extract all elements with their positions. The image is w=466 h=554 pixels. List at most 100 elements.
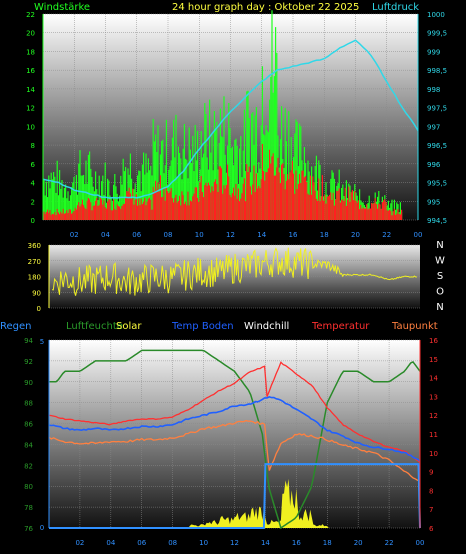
compass-label: S	[437, 271, 443, 282]
y-tick-label: 18	[26, 48, 35, 56]
x-tick-label: 00	[416, 539, 425, 547]
y-tick-label: 14	[26, 86, 35, 94]
x-tick-label: 04	[101, 231, 110, 239]
humidity-tick-label: 90	[24, 379, 33, 387]
temperature-line	[48, 361, 421, 463]
y2-tick-label: 996,5	[427, 142, 447, 150]
compass-label: W	[435, 256, 445, 267]
temp-tick-label: 16	[429, 337, 438, 345]
y-tick-label: 4	[31, 180, 36, 188]
x-tick-label: 04	[106, 539, 115, 547]
y2-tick-label: 995	[427, 198, 440, 206]
y-tick-label: 10	[26, 123, 35, 131]
y-tick-label: 360	[28, 242, 41, 250]
y-tick-label: 8	[31, 142, 35, 150]
x-tick-label: 20	[354, 539, 363, 547]
plot3: 7678808284868890929467891011121314151650…	[24, 337, 438, 547]
x-tick-label: 20	[351, 231, 360, 239]
y-tick-label: 270	[28, 258, 41, 266]
humidity-tick-label: 82	[24, 462, 33, 470]
compass-label: N	[436, 302, 443, 313]
y-tick-label: 20	[26, 30, 35, 38]
y2-tick-label: 996	[427, 161, 441, 169]
y2-tick-label: 998,5	[427, 67, 447, 75]
temp-tick-label: 7	[429, 506, 433, 514]
pressure-axis-label: Luftdruck	[372, 2, 419, 13]
temp-tick-label: 8	[429, 487, 433, 495]
x-tick-label: 10	[199, 539, 208, 547]
humidity-line	[49, 349, 421, 530]
rain-line	[49, 463, 421, 529]
ground-temp-line	[48, 396, 421, 462]
y2-tick-label: 999,5	[427, 30, 447, 38]
x-tick-label: 18	[323, 539, 332, 547]
y2-tick-label: 997,5	[427, 105, 447, 113]
humidity-tick-label: 78	[24, 504, 33, 512]
solar-area	[49, 478, 420, 528]
x-tick-label: 10	[195, 231, 204, 239]
y-tick-label: 180	[28, 274, 41, 282]
x-tick-label: 16	[289, 231, 298, 239]
y-tick-label: 12	[26, 105, 35, 113]
rain-tick-label: 5	[40, 338, 44, 346]
y2-tick-label: 998	[427, 86, 440, 94]
x-tick-label: 06	[137, 539, 146, 547]
x-tick-label: 14	[257, 231, 266, 239]
legend-solar: Solar	[116, 321, 142, 332]
x-tick-label: 22	[382, 231, 391, 239]
x-tick-label: 12	[230, 539, 239, 547]
x-tick-label: 02	[70, 231, 79, 239]
y-tick-label: 22	[26, 11, 35, 19]
humidity-tick-label: 94	[24, 337, 33, 345]
y2-tick-label: 997	[427, 123, 440, 131]
y-tick-label: 16	[26, 67, 35, 75]
legend-humidity: Luftfeuchte	[66, 321, 123, 332]
temp-tick-label: 14	[429, 375, 438, 383]
humidity-tick-label: 92	[24, 358, 33, 366]
compass-label: N	[436, 240, 443, 251]
x-tick-label: 12	[226, 231, 235, 239]
y-tick-label: 0	[37, 305, 41, 313]
wind-axis-label: Windstärke	[34, 2, 90, 13]
humidity-tick-label: 80	[24, 483, 33, 491]
x-tick-label: 08	[168, 539, 177, 547]
x-tick-label: 16	[292, 539, 301, 547]
legend-temperature: Temperatur	[311, 321, 370, 332]
rain-tick-label: 0	[40, 524, 44, 532]
legend-ground-temp: Temp Boden	[171, 321, 234, 332]
y-tick-label: 2	[31, 198, 35, 206]
legend-windchill: Windchill	[244, 321, 289, 332]
x-tick-label: 00	[414, 231, 423, 239]
chart-title: 24 hour graph day : Oktober 22 2025	[172, 2, 359, 13]
temp-tick-label: 11	[429, 431, 438, 439]
x-tick-label: 08	[164, 231, 173, 239]
humidity-tick-label: 76	[24, 525, 33, 533]
temp-tick-label: 15	[429, 356, 438, 364]
wind-direction-line	[51, 247, 417, 296]
dewpoint-line	[48, 419, 421, 481]
x-tick-label: 02	[75, 539, 84, 547]
compass-label: O	[436, 287, 444, 298]
humidity-tick-label: 84	[24, 441, 33, 449]
y2-tick-label: 999	[427, 48, 440, 56]
y-tick-label: 0	[31, 217, 35, 225]
legend-rain: Regen	[0, 321, 32, 332]
y-tick-label: 6	[31, 161, 36, 169]
temp-tick-label: 12	[429, 412, 438, 420]
x-tick-label: 14	[261, 539, 270, 547]
humidity-tick-label: 88	[24, 400, 33, 408]
x-tick-label: 22	[385, 539, 394, 547]
x-tick-label: 06	[132, 231, 141, 239]
temp-tick-label: 10	[429, 450, 438, 458]
temp-tick-label: 13	[429, 393, 438, 401]
y2-tick-label: 995,5	[427, 180, 447, 188]
y2-tick-label: 994,5	[427, 217, 447, 225]
temp-tick-label: 9	[429, 469, 433, 477]
temp-tick-label: 6	[429, 525, 434, 533]
y2-tick-label: 1000	[427, 11, 445, 19]
pressure-line	[42, 39, 419, 199]
